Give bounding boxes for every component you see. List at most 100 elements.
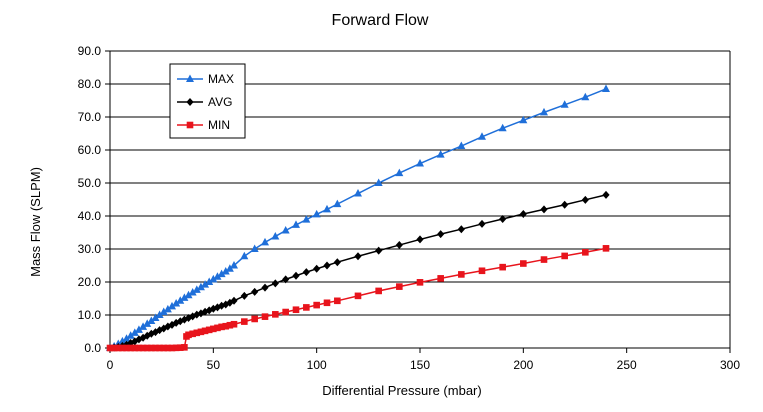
data-point-avg [519, 210, 527, 219]
data-point-min [123, 344, 130, 352]
data-point-max [225, 264, 234, 272]
data-point-max [271, 231, 280, 240]
data-point-avg [581, 195, 589, 204]
legend-marker-max [186, 74, 194, 82]
data-point-min [185, 331, 192, 339]
x-axis-label: Differential Pressure (mbar) [322, 383, 481, 398]
data-point-avg [457, 225, 465, 234]
data-point-max [333, 199, 342, 208]
data-point-min [164, 344, 172, 352]
y-tick-label: 90.0 [78, 44, 102, 58]
data-point-min [292, 306, 300, 314]
y-tick-labels: 0.0 10.0 20.0 30.0 40.0 50.0 60.0 70.0 80.0 90.0 [78, 44, 102, 355]
data-point-max [180, 293, 189, 301]
data-point-max [478, 132, 486, 140]
data-point-max [323, 204, 331, 213]
data-point-max [209, 274, 218, 283]
data-point-max [498, 123, 507, 132]
data-point-avg [271, 279, 279, 288]
x-tick-label: 300 [720, 358, 740, 372]
data-point-max [221, 266, 230, 275]
data-point-max [176, 296, 185, 304]
data-point-max [261, 237, 269, 246]
series-line-avg [109, 194, 607, 349]
data-point-min [210, 325, 217, 333]
data-point-min [119, 344, 126, 352]
data-point-max [312, 209, 321, 218]
data-point-avg [302, 268, 310, 277]
data-point-max [196, 282, 205, 291]
data-point-max [172, 298, 181, 307]
data-point-avg [292, 271, 300, 280]
data-point-avg [240, 291, 248, 300]
data-point-avg [478, 219, 486, 228]
data-point-min [602, 245, 610, 252]
data-point-avg [375, 246, 383, 255]
legend-label-min: MIN [208, 118, 230, 132]
data-point-avg [251, 287, 259, 296]
data-point-max [139, 322, 148, 330]
data-point-max [143, 319, 152, 327]
data-point-avg [333, 258, 341, 267]
data-point-min [114, 344, 122, 352]
y-tick-label: 80.0 [78, 77, 102, 91]
data-point-min [499, 263, 506, 271]
data-point-max [126, 331, 135, 339]
data-point-max [118, 336, 127, 345]
y-tick-label: 30.0 [78, 242, 102, 256]
data-point-min [160, 344, 168, 352]
data-point-max [240, 251, 249, 260]
y-tick-label: 20.0 [78, 275, 102, 289]
data-point-avg [282, 275, 290, 284]
x-tick-labels: 0 50 100 150 200 250 300 [107, 358, 741, 372]
y-tick-label: 40.0 [78, 209, 102, 223]
data-point-max [519, 115, 528, 124]
data-point-max [581, 92, 590, 101]
data-point-min [230, 320, 238, 328]
chart-title: Forward Flow [332, 12, 429, 29]
data-point-max [374, 178, 383, 186]
data-point-max [168, 301, 176, 310]
data-point-max [292, 220, 300, 228]
data-point-max [281, 226, 290, 234]
data-point-min [396, 283, 403, 290]
data-point-min [241, 318, 248, 325]
data-point-max [436, 150, 445, 158]
x-tick-label: 150 [410, 358, 430, 372]
x-tick-label: 250 [617, 358, 637, 372]
series-group [106, 84, 610, 352]
data-point-max [184, 290, 193, 299]
data-point-avg [499, 214, 507, 223]
series-min [106, 245, 610, 352]
y-tick-label: 60.0 [78, 143, 102, 157]
data-point-max [354, 189, 362, 197]
data-point-min [323, 299, 331, 307]
data-point-max [151, 313, 160, 321]
data-point-min [303, 304, 310, 311]
data-point-min [156, 344, 163, 352]
x-tick-label: 50 [207, 358, 221, 372]
y-tick-label: 10.0 [78, 308, 102, 322]
data-point-max [213, 272, 222, 280]
x-tick-label: 200 [513, 358, 533, 372]
data-point-min [193, 329, 201, 337]
data-point-min [282, 308, 289, 316]
data-point-min [201, 327, 209, 335]
x-tick-label: 0 [107, 358, 114, 372]
data-point-max [130, 328, 139, 336]
data-point-max [395, 168, 404, 177]
data-point-min [197, 328, 205, 336]
data-point-max [188, 288, 197, 296]
data-point-min [478, 267, 486, 275]
data-point-avg [230, 296, 238, 305]
data-point-min [143, 344, 151, 352]
data-point-min [222, 322, 230, 330]
data-point-min [148, 344, 155, 352]
y-tick-label: 0.0 [84, 341, 101, 355]
data-point-min [127, 344, 134, 352]
data-point-min [313, 301, 320, 309]
data-point-min [437, 275, 444, 282]
data-point-max [540, 107, 548, 116]
data-point-min [205, 326, 213, 334]
